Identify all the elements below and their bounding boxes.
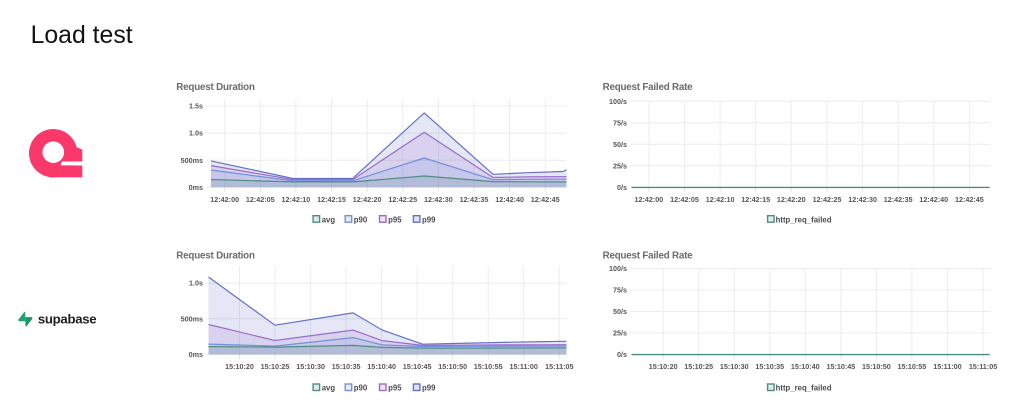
svg-text:50/s: 50/s	[613, 140, 627, 149]
svg-text:15:10:45: 15:10:45	[403, 362, 432, 371]
svg-text:25/s: 25/s	[613, 161, 627, 170]
svg-text:15:10:20: 15:10:20	[225, 362, 254, 371]
svg-text:12:42:10: 12:42:10	[706, 195, 735, 204]
svg-text:75/s: 75/s	[613, 286, 627, 295]
svg-text:15:10:30: 15:10:30	[720, 362, 749, 371]
svg-text:12:42:15: 12:42:15	[317, 195, 346, 204]
svg-text:p99: p99	[422, 215, 436, 224]
svg-text:12:42:40: 12:42:40	[495, 195, 524, 204]
svg-text:12:42:20: 12:42:20	[353, 195, 382, 204]
svg-text:12:42:00: 12:42:00	[635, 195, 664, 204]
svg-text:p95: p95	[388, 215, 402, 224]
svg-text:12:42:20: 12:42:20	[777, 195, 806, 204]
svg-text:15:10:25: 15:10:25	[261, 362, 290, 371]
svg-text:12:42:10: 12:42:10	[282, 195, 311, 204]
svg-text:0/s: 0/s	[617, 350, 627, 359]
svg-text:15:10:50: 15:10:50	[438, 362, 467, 371]
svg-text:12:42:25: 12:42:25	[813, 195, 842, 204]
svg-text:12:42:35: 12:42:35	[460, 195, 489, 204]
svg-text:25/s: 25/s	[613, 329, 627, 338]
svg-text:15:10:45: 15:10:45	[827, 362, 856, 371]
svg-text:p90: p90	[354, 383, 368, 392]
svg-text:15:10:25: 15:10:25	[684, 362, 713, 371]
svg-text:15:10:20: 15:10:20	[649, 362, 678, 371]
svg-text:15:10:55: 15:10:55	[474, 362, 503, 371]
svg-text:avg: avg	[322, 215, 336, 224]
svg-text:http_req_failed: http_req_failed	[776, 215, 832, 224]
svg-text:Request Duration: Request Duration	[176, 251, 255, 262]
svg-text:12:42:25: 12:42:25	[388, 195, 417, 204]
svg-text:supabase: supabase	[38, 311, 96, 326]
svg-text:p95: p95	[388, 383, 402, 392]
svg-text:15:10:50: 15:10:50	[862, 362, 891, 371]
svg-text:15:10:30: 15:10:30	[296, 362, 325, 371]
svg-text:12:42:30: 12:42:30	[848, 195, 877, 204]
svg-text:15:11:05: 15:11:05	[969, 362, 997, 371]
svg-text:500ms: 500ms	[181, 156, 203, 165]
svg-text:15:10:40: 15:10:40	[791, 362, 820, 371]
svg-text:15:11:00: 15:11:00	[510, 362, 538, 371]
svg-text:0/s: 0/s	[617, 183, 627, 192]
svg-text:0ms: 0ms	[189, 183, 203, 192]
svg-text:avg: avg	[322, 383, 336, 392]
svg-text:12:42:05: 12:42:05	[670, 195, 699, 204]
svg-text:http_req_failed: http_req_failed	[776, 383, 832, 392]
svg-text:15:10:55: 15:10:55	[898, 362, 927, 371]
svg-text:0ms: 0ms	[189, 350, 203, 359]
svg-text:15:10:35: 15:10:35	[755, 362, 784, 371]
svg-text:Load test: Load test	[31, 22, 133, 49]
svg-text:75/s: 75/s	[613, 118, 627, 127]
svg-text:12:42:35: 12:42:35	[884, 195, 913, 204]
svg-text:Request Failed Rate: Request Failed Rate	[603, 82, 694, 93]
svg-text:15:10:35: 15:10:35	[332, 362, 361, 371]
svg-text:p99: p99	[422, 383, 436, 392]
svg-text:1.0s: 1.0s	[189, 129, 203, 138]
svg-text:12:42:45: 12:42:45	[531, 195, 560, 204]
svg-text:15:11:05: 15:11:05	[545, 362, 573, 371]
svg-text:12:42:30: 12:42:30	[424, 195, 453, 204]
svg-text:12:42:40: 12:42:40	[919, 195, 948, 204]
svg-text:15:11:00: 15:11:00	[933, 362, 961, 371]
svg-text:Request Duration: Request Duration	[176, 82, 255, 93]
svg-text:12:42:45: 12:42:45	[955, 195, 984, 204]
svg-text:12:42:00: 12:42:00	[210, 195, 239, 204]
svg-text:100/s: 100/s	[609, 264, 627, 273]
svg-text:12:42:05: 12:42:05	[246, 195, 275, 204]
svg-text:p90: p90	[354, 215, 368, 224]
svg-text:50/s: 50/s	[613, 307, 627, 316]
svg-text:100/s: 100/s	[609, 97, 627, 106]
svg-text:12:42:15: 12:42:15	[741, 195, 770, 204]
svg-text:15:10:40: 15:10:40	[367, 362, 396, 371]
svg-text:Request Failed Rate: Request Failed Rate	[603, 251, 694, 262]
svg-text:1.5s: 1.5s	[189, 102, 203, 111]
svg-text:1.0s: 1.0s	[189, 279, 203, 288]
svg-text:500ms: 500ms	[181, 314, 203, 323]
